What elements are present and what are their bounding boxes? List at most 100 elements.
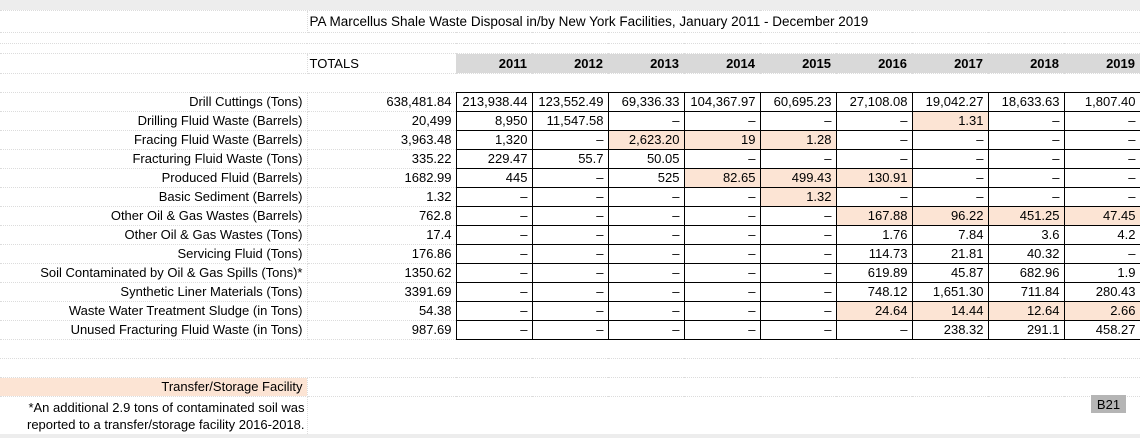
data-cell[interactable]: – [531,186,609,207]
data-cell[interactable]: – [607,224,685,245]
data-cell[interactable]: 47.45 [1063,205,1140,226]
data-cell[interactable]: – [759,110,837,131]
year-header[interactable]: 2017 [912,53,988,74]
data-cell[interactable]: – [455,319,533,340]
data-cell[interactable]: – [987,186,1065,207]
row-total[interactable]: 1.32 [307,187,456,207]
data-cell[interactable]: – [531,319,609,340]
data-cell[interactable]: 291.1 [987,319,1065,340]
data-cell[interactable]: 7.84 [911,224,989,245]
data-cell[interactable]: 96.22 [911,205,989,226]
row-total[interactable]: 1350.62 [307,263,456,283]
year-header[interactable]: 2016 [836,53,912,74]
data-cell[interactable]: 1.28 [759,129,837,150]
row-label[interactable]: Basic Sediment (Barrels) [0,187,308,207]
data-cell[interactable]: – [987,167,1065,188]
row-total[interactable]: 176.86 [307,244,456,264]
data-cell[interactable]: – [759,319,837,340]
data-cell[interactable]: – [759,205,837,226]
row-total[interactable]: 335.22 [307,149,456,169]
data-cell[interactable]: – [683,148,761,169]
data-cell[interactable]: – [455,186,533,207]
data-cell[interactable]: – [531,224,609,245]
data-cell[interactable]: 69,336.33 [607,91,685,112]
data-cell[interactable]: 499.43 [759,167,837,188]
data-cell[interactable]: 50.05 [607,148,685,169]
data-cell[interactable]: – [683,243,761,264]
data-cell[interactable]: – [531,281,609,302]
row-total[interactable]: 54.38 [307,301,456,321]
data-cell[interactable]: – [683,262,761,283]
empty-cell[interactable] [0,358,1140,378]
year-header[interactable]: 2013 [608,53,684,74]
data-cell[interactable]: 1,651.30 [911,281,989,302]
data-cell[interactable]: – [683,205,761,226]
data-cell[interactable]: – [455,224,533,245]
data-cell[interactable]: – [683,224,761,245]
data-cell[interactable]: 2,623.20 [607,129,685,150]
totals-header[interactable]: TOTALS [307,53,456,74]
data-cell[interactable]: – [531,262,609,283]
data-cell[interactable]: 1,320 [455,129,533,150]
data-cell[interactable]: 445 [455,167,533,188]
data-cell[interactable]: 12.64 [987,300,1065,321]
data-cell[interactable]: – [835,319,913,340]
data-cell[interactable]: 18,633.63 [987,91,1065,112]
data-cell[interactable]: 3.6 [987,224,1065,245]
transfer-storage-label[interactable]: Transfer/Storage Facility [0,377,308,397]
data-cell[interactable]: – [987,148,1065,169]
data-cell[interactable]: 1.76 [835,224,913,245]
data-cell[interactable]: – [607,110,685,131]
data-cell[interactable]: – [683,300,761,321]
data-cell[interactable]: – [455,262,533,283]
sheet-title[interactable]: PA Marcellus Shale Waste Disposal in/by … [307,10,1140,33]
row-label[interactable]: Soil Contaminated by Oil & Gas Spills (T… [0,263,308,283]
data-cell[interactable]: – [683,110,761,131]
data-cell[interactable]: – [835,148,913,169]
data-cell[interactable]: – [911,129,989,150]
data-cell[interactable]: – [835,186,913,207]
data-cell[interactable]: 2.66 [1063,300,1140,321]
data-cell[interactable]: 748.12 [835,281,913,302]
data-cell[interactable]: 82.65 [683,167,761,188]
data-cell[interactable]: – [987,110,1065,131]
data-cell[interactable]: 229.47 [455,148,533,169]
row-total[interactable]: 1682.99 [307,168,456,188]
year-header[interactable]: 2011 [456,53,532,74]
data-cell[interactable]: 21.81 [911,243,989,264]
year-header[interactable]: 2019 [1064,53,1140,74]
row-label[interactable]: Unused Fracturing Fluid Waste (in Tons) [0,320,308,340]
data-cell[interactable]: – [607,319,685,340]
row-label[interactable]: Other Oil & Gas Wastes (Barrels) [0,206,308,226]
data-cell[interactable]: – [531,129,609,150]
data-cell[interactable]: – [531,243,609,264]
data-cell[interactable]: – [607,262,685,283]
data-cell[interactable]: 238.32 [911,319,989,340]
data-cell[interactable]: – [759,148,837,169]
data-cell[interactable]: 24.64 [835,300,913,321]
data-cell[interactable]: 619.89 [835,262,913,283]
data-cell[interactable]: 4.2 [1063,224,1140,245]
data-cell[interactable]: 167.88 [835,205,913,226]
data-cell[interactable]: 19,042.27 [911,91,989,112]
data-cell[interactable]: – [607,300,685,321]
year-header[interactable]: 2012 [532,53,608,74]
data-cell[interactable]: – [531,205,609,226]
data-cell[interactable]: – [455,243,533,264]
data-cell[interactable]: – [911,167,989,188]
row-label[interactable]: Synthetic Liner Materials (Tons) [0,282,308,302]
data-cell[interactable]: 14.44 [911,300,989,321]
data-cell[interactable]: 11,547.58 [531,110,609,131]
data-cell[interactable]: 123,552.49 [531,91,609,112]
data-cell[interactable]: – [1063,243,1140,264]
data-cell[interactable]: 8,950 [455,110,533,131]
data-cell[interactable]: – [607,186,685,207]
data-cell[interactable]: – [759,224,837,245]
data-cell[interactable]: – [759,300,837,321]
data-cell[interactable]: – [1063,148,1140,169]
data-cell[interactable]: 1.32 [759,186,837,207]
data-cell[interactable]: 711.84 [987,281,1065,302]
data-cell[interactable]: 19 [683,129,761,150]
year-header[interactable]: 2015 [760,53,836,74]
data-cell[interactable]: 55.7 [531,148,609,169]
